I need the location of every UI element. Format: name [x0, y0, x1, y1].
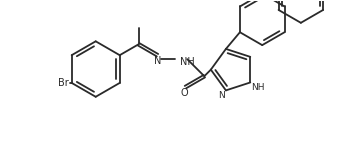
- Text: NH: NH: [180, 57, 195, 67]
- Text: N: N: [154, 56, 161, 66]
- Text: O: O: [181, 88, 188, 98]
- Text: N: N: [218, 91, 225, 100]
- Text: NH: NH: [251, 83, 265, 93]
- Text: Br: Br: [58, 78, 69, 88]
